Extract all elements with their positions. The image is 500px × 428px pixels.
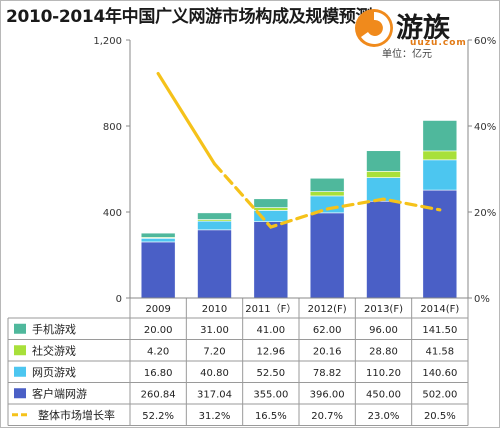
growth-line-solid [156, 71, 217, 166]
data-label: 52.50 [257, 368, 286, 379]
data-label: 41.00 [257, 325, 286, 336]
data-label: 140.60 [422, 368, 457, 379]
logo-name: 游族 [396, 13, 450, 44]
data-label: 7.20 [203, 346, 225, 357]
data-label: 4.20 [147, 346, 169, 357]
bar-segment [253, 207, 289, 211]
data-label: 41.58 [426, 346, 455, 357]
data-label: 16.80 [144, 368, 173, 379]
data-label: 20.16 [313, 346, 342, 357]
data-label: 317.04 [197, 389, 232, 400]
legend-swatch [14, 345, 26, 356]
bar-segment [197, 212, 232, 220]
data-label: 40.80 [200, 368, 229, 379]
y-right-tick-label: 0% [474, 294, 490, 305]
bar-segment [422, 150, 458, 161]
legend-label: 社交游戏 [32, 343, 76, 357]
data-label: 450.00 [366, 389, 401, 400]
data-label: 20.00 [144, 325, 173, 336]
y-left-tick-label: 1,200 [93, 36, 122, 47]
x-category-label: 2009 [145, 304, 170, 315]
data-label: 62.00 [313, 325, 342, 336]
data-label: 78.82 [313, 368, 342, 379]
data-label: 16.5% [255, 411, 287, 422]
x-category-label: 2014(F) [420, 304, 459, 315]
data-label: 31.00 [200, 325, 229, 336]
data-label: 96.00 [369, 325, 398, 336]
bar-segment [253, 198, 289, 208]
legend-label: 客户端网游 [32, 386, 87, 400]
data-label: 260.84 [141, 389, 176, 400]
legend-swatch [14, 323, 26, 334]
y-right-tick-label: 60% [474, 36, 496, 47]
uuzu-swirl-icon [355, 9, 393, 47]
x-category-label: 2012(F) [308, 304, 347, 315]
data-label: 110.20 [366, 368, 401, 379]
legend-swatch [14, 388, 26, 399]
bar-segment [422, 159, 458, 191]
data-label: 396.00 [310, 389, 345, 400]
bar-segment [197, 220, 232, 231]
data-label: 12.96 [257, 346, 286, 357]
bar-segment [253, 221, 289, 299]
data-label: 355.00 [253, 389, 288, 400]
bar-segment [140, 232, 176, 238]
legend-swatch [14, 366, 26, 377]
bar-segment [422, 120, 458, 152]
y-right-tick-label: 20% [474, 208, 496, 219]
unit-label: 单位：亿元 [382, 49, 432, 60]
bar-segment [140, 241, 176, 299]
y-left-tick-label: 400 [103, 208, 122, 219]
y-right-tick-label: 40% [474, 122, 496, 133]
chart-title: 2010-2014年中国广义网游市场构成及规模预测 [6, 7, 373, 27]
bar-segment [366, 150, 401, 172]
bar-segment [140, 238, 176, 243]
uuzu-logo: 游族 uuzu.com [352, 6, 498, 52]
data-label: 23.0% [368, 411, 400, 422]
data-label: 52.2% [142, 411, 174, 422]
bar-segment [309, 177, 345, 192]
bar-segment [309, 212, 345, 299]
data-label: 502.00 [422, 389, 457, 400]
bar-segment [197, 229, 232, 299]
legend-label: 手机游戏 [32, 322, 76, 336]
y-left-tick-label: 0 [116, 294, 122, 305]
data-label: 141.50 [422, 325, 457, 336]
x-category-label: 2010 [202, 304, 227, 315]
data-label: 31.2% [199, 411, 231, 422]
data-label: 28.80 [369, 346, 398, 357]
bar-segment [309, 191, 345, 197]
bar-segment [366, 200, 401, 299]
bar-segment [366, 171, 401, 178]
legend-label: 整体市场增长率 [38, 408, 115, 422]
x-category-label: 2013(F) [364, 304, 403, 315]
data-label: 20.5% [424, 411, 456, 422]
legend-label: 网页游戏 [32, 366, 76, 379]
data-label: 20.7% [311, 411, 343, 422]
y-left-tick-label: 800 [103, 122, 122, 133]
x-category-label: 2011（F） [245, 303, 296, 315]
logo-url: uuzu.com [410, 38, 467, 48]
